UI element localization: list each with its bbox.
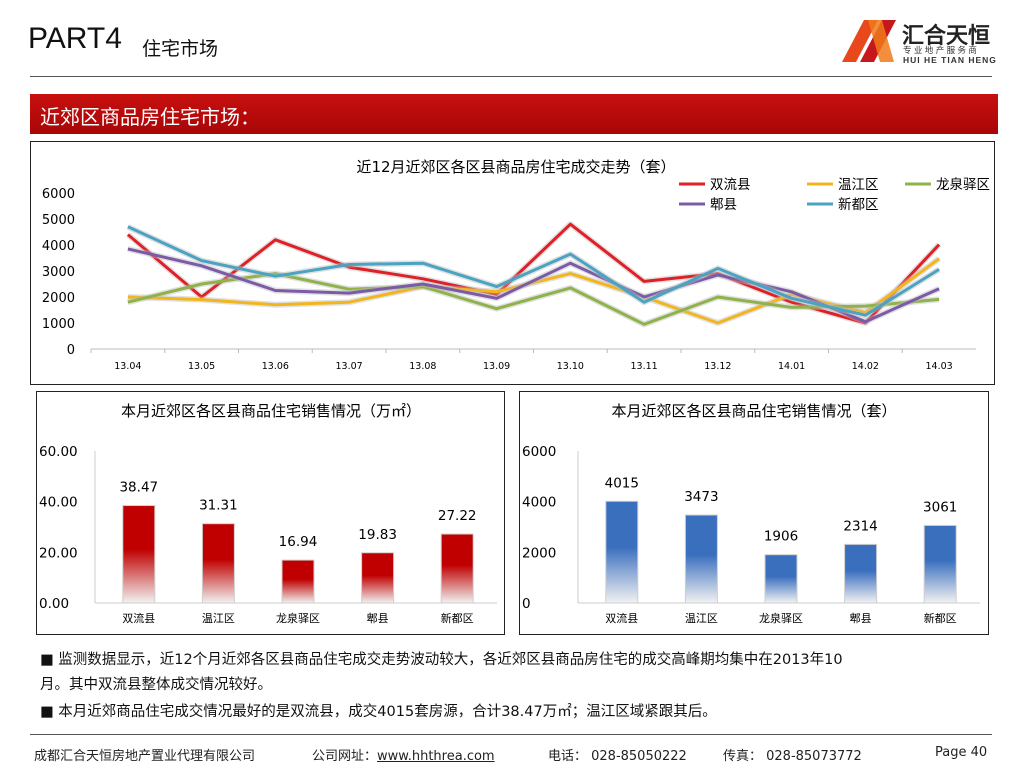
bar-area-y-tick-label: 40.00 [39,495,78,511]
bar-area-bar [122,505,156,604]
bar-area-bar [201,523,235,604]
bar-chart-area-frame: 本月近郊区各区县商品住宅销售情况（万㎡） 0.00 20.00 40.00 60.00 3… [36,391,505,635]
line-y-tick-label: 2000 [42,291,75,306]
line-y-tick-label: 4000 [42,239,75,254]
section-banner [30,94,998,134]
line-series-4 [127,247,940,324]
bar-area-data-label: 38.47 [119,480,158,496]
legend-label: 新都区 [838,197,879,213]
bar-units-bar [684,514,718,604]
line-x-tick-label: 13.05 [188,361,215,372]
line-chart: 近12月近郊区各区县商品房住宅成交走势（套） 0 1000 2000 3000 4000 5… [42,158,990,372]
bar-chart-units-frame: 本月近郊区各区县商品住宅销售情况（套） 0 2000 4000 6000 4015 双流县 3… [519,391,989,635]
bar-area-x-tick-label: 温江区 [202,612,235,625]
line-x-tick-label: 13.09 [483,361,510,372]
line-series-5 [127,225,940,317]
note-line-1: ■ 监测数据显示，近12个月近郊各区县商品住宅成交走势波动较大，各近郊区县商品房… [40,652,843,668]
bar-units-x-tick-label: 新都区 [924,611,957,625]
part-label: PART4 [28,22,122,55]
line-x-tick-label: 13.06 [262,361,289,372]
line-series-3 [127,272,940,326]
legend-label: 龙泉驿区 [936,176,990,193]
bar-area-bar [281,559,315,604]
bar-units-y-tick-label: 4000 [522,495,556,511]
line-x-tick-label: 13.08 [409,361,436,372]
bar-units-x-tick-label: 郫县 [850,611,872,625]
line-x-tick-label: 14.01 [778,361,805,372]
bar-area-title: 本月近郊区各区县商品住宅销售情况（万㎡） [121,402,421,420]
bar-area-y-tick-label: 0.00 [39,596,69,612]
line-x-tick-label: 13.04 [114,361,141,372]
footer-company: 成都汇合天恒房地产置业代理有限公司 [34,749,256,764]
bar-chart-area: 本月近郊区各区县商品住宅销售情况（万㎡） 0.00 20.00 40.00 60.00 3… [39,402,497,625]
logo-pinyin: HUI HE TIAN HENG [903,55,997,65]
note-line-2: 月。其中双流县整体成交情况较好。 [40,677,272,693]
legend-label: 郫县 [710,197,737,213]
bar-units-bar [923,524,957,604]
bar-units-x-tick-label: 龙泉驿区 [759,611,803,625]
line-chart-title: 近12月近郊区各区县商品房住宅成交走势（套） [356,158,675,176]
line-y-tick-label: 6000 [42,187,75,202]
bar-units-data-label: 3061 [923,499,957,515]
bar-area-x-tick-label: 郫县 [367,611,389,625]
line-x-tick-label: 14.03 [926,361,953,372]
bar-area-data-label: 31.31 [199,498,238,514]
bar-units-data-label: 3473 [684,489,718,505]
bar-units-y-tick-label: 2000 [522,545,556,561]
bar-area-bar [440,533,474,604]
header-divider [30,76,992,77]
line-chart-frame: 近12月近郊区各区县商品房住宅成交走势（套） 0 1000 2000 3000 4000 5… [30,141,995,385]
footer-tel: 电话： 028-85050222 [548,749,687,764]
line-x-tick-label: 13.07 [336,361,363,372]
bar-chart-units: 本月近郊区各区县商品住宅销售情况（套） 0 2000 4000 6000 4015 双流县 3… [522,402,980,625]
bar-area-x-tick-label: 新都区 [441,611,474,625]
bar-units-title: 本月近郊区各区县商品住宅销售情况（套） [611,402,896,420]
logo-tagline: 专业地产服务商 [903,46,980,56]
bar-units-x-tick-label: 温江区 [685,612,718,625]
line-x-tick-label: 14.02 [852,361,879,372]
banner-title: 近郊区商品房住宅市场： [40,105,260,129]
section-subtitle: 住宅市场 [142,38,219,60]
line-series-1 [126,222,941,325]
line-y-tick-label: 5000 [42,213,75,228]
legend-label: 双流县 [710,177,751,193]
line-y-tick-label: 3000 [42,265,75,280]
bar-units-y-tick-label: 0 [522,596,531,612]
line-x-tick-label: 13.12 [704,361,731,372]
bar-area-data-label: 19.83 [358,527,397,543]
bar-units-bar [764,554,798,604]
note-line-3: ■ 本月近郊商品住宅成交情况最好的是双流县，成交4015套房源，合计38.47万… [40,704,717,720]
bar-area-x-tick-label: 龙泉驿区 [276,611,320,625]
logo-mark-icon [842,20,896,62]
footer-website: 公司网址：www.hhthrea.com [312,745,495,764]
footer-website-link[interactable]: www.hhthrea.com [377,749,495,764]
bar-area-y-tick-label: 60.00 [39,444,78,460]
footer-fax: 传真： 028-85073772 [723,749,862,764]
line-x-tick-label: 13.11 [631,361,658,372]
footer-divider [30,734,992,735]
footer-website-label: 公司网址： [312,749,378,764]
bar-units-data-label: 4015 [605,475,639,491]
bar-units-bar [605,500,639,604]
line-y-tick-label: 0 [67,343,75,358]
line-x-tick-label: 13.10 [557,361,584,372]
bar-area-x-tick-label: 双流县 [122,611,155,625]
bar-units-x-tick-label: 双流县 [605,611,638,625]
line-y-tick-label: 1000 [42,317,75,332]
footer-page: Page 40 [935,745,988,760]
bar-units-data-label: 2314 [843,518,877,534]
bar-area-y-tick-label: 20.00 [39,545,78,561]
bar-units-y-tick-label: 6000 [522,444,556,460]
bar-area-bar [361,552,395,604]
bar-units-data-label: 1906 [764,529,798,545]
bar-area-data-label: 16.94 [279,534,318,550]
bar-units-bar [844,543,878,604]
bar-area-data-label: 27.22 [438,508,477,524]
legend-label: 温江区 [838,177,879,193]
logo-name: 汇合天恒 [902,24,991,49]
